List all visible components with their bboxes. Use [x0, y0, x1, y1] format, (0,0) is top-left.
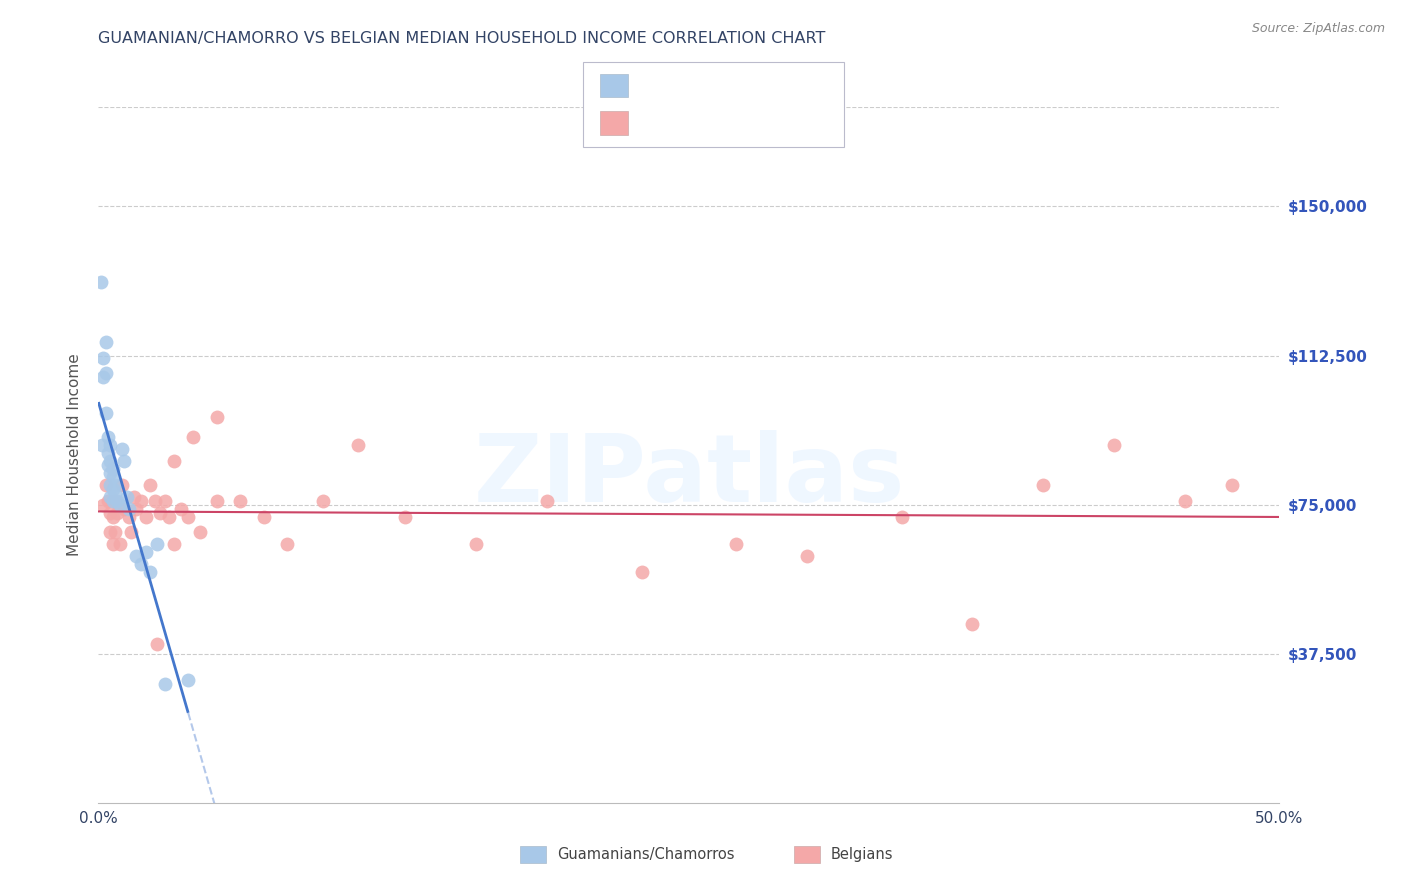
Point: [177, 509, 200, 524]
Text: 50: 50: [776, 114, 800, 132]
Point: [394, 509, 416, 524]
Point: [97, 446, 120, 460]
Point: [1102, 438, 1125, 452]
Point: [129, 493, 152, 508]
Point: [129, 558, 152, 572]
Point: [101, 462, 124, 476]
Text: GUAMANIAN/CHAMORRO VS BELGIAN MEDIAN HOUSEHOLD INCOME CORRELATION CHART: GUAMANIAN/CHAMORRO VS BELGIAN MEDIAN HOU…: [98, 31, 825, 46]
Point: [104, 477, 127, 491]
Point: [163, 454, 186, 468]
Text: -0.071: -0.071: [671, 114, 733, 132]
Point: [181, 430, 204, 444]
Point: [630, 565, 652, 579]
Y-axis label: Median Household Income: Median Household Income: [67, 353, 83, 557]
Point: [94, 334, 117, 349]
Point: [98, 477, 121, 491]
Point: [98, 490, 121, 504]
Point: [890, 509, 912, 524]
Point: [98, 525, 121, 540]
Point: [112, 454, 135, 468]
Point: [98, 466, 121, 480]
Point: [91, 438, 114, 452]
Point: [104, 525, 127, 540]
Text: -0.414: -0.414: [671, 77, 733, 95]
Point: [135, 545, 157, 559]
Text: 34: 34: [776, 77, 800, 95]
Point: [122, 490, 145, 504]
Point: [312, 493, 335, 508]
Point: [94, 406, 117, 420]
Point: [111, 442, 134, 456]
Point: [98, 454, 121, 468]
Point: [101, 537, 124, 551]
Point: [125, 501, 148, 516]
Point: [253, 509, 276, 524]
Point: [205, 493, 228, 508]
Point: [105, 506, 128, 520]
Point: [90, 275, 112, 289]
Point: [101, 493, 124, 508]
Point: [153, 493, 176, 508]
Point: [91, 370, 114, 384]
Text: Belgians: Belgians: [831, 847, 893, 862]
Point: [94, 367, 117, 381]
Point: [146, 537, 169, 551]
Text: R =: R =: [640, 77, 678, 95]
Point: [98, 438, 121, 452]
Text: ZIPatlas: ZIPatlas: [474, 430, 904, 522]
Point: [205, 410, 228, 425]
Point: [796, 549, 818, 564]
Point: [170, 501, 193, 516]
Point: [146, 637, 169, 651]
Point: [139, 565, 162, 579]
Point: [153, 676, 176, 690]
Text: N =: N =: [741, 114, 790, 132]
Point: [135, 509, 157, 524]
Point: [125, 549, 148, 564]
Point: [101, 509, 124, 524]
Text: R =: R =: [640, 114, 678, 132]
Point: [1174, 493, 1197, 508]
Point: [962, 616, 984, 631]
Point: [112, 501, 135, 516]
Point: [94, 477, 117, 491]
Point: [97, 458, 120, 472]
Point: [101, 470, 124, 484]
Point: [101, 482, 124, 496]
Point: [91, 351, 114, 365]
Point: [108, 537, 131, 551]
Point: [115, 490, 138, 504]
Text: N =: N =: [741, 77, 790, 95]
Point: [143, 493, 166, 508]
Point: [98, 506, 121, 520]
Point: [121, 525, 143, 540]
Point: [118, 501, 141, 516]
Point: [149, 506, 172, 520]
Point: [108, 498, 131, 512]
Point: [276, 537, 298, 551]
Point: [104, 493, 127, 508]
Text: Source: ZipAtlas.com: Source: ZipAtlas.com: [1251, 22, 1385, 36]
Point: [1220, 477, 1243, 491]
Point: [163, 537, 186, 551]
Point: [104, 485, 127, 500]
Point: [111, 477, 134, 491]
Point: [97, 493, 120, 508]
Point: [91, 498, 114, 512]
Point: [725, 537, 748, 551]
Point: [536, 493, 558, 508]
Point: [118, 509, 141, 524]
Text: Guamanians/Chamorros: Guamanians/Chamorros: [557, 847, 734, 862]
Point: [97, 430, 120, 444]
Point: [105, 493, 128, 508]
Point: [347, 438, 370, 452]
Point: [177, 673, 200, 687]
Point: [188, 525, 211, 540]
Point: [157, 509, 180, 524]
Point: [139, 477, 162, 491]
Point: [465, 537, 488, 551]
Point: [1032, 477, 1054, 491]
Point: [229, 493, 252, 508]
